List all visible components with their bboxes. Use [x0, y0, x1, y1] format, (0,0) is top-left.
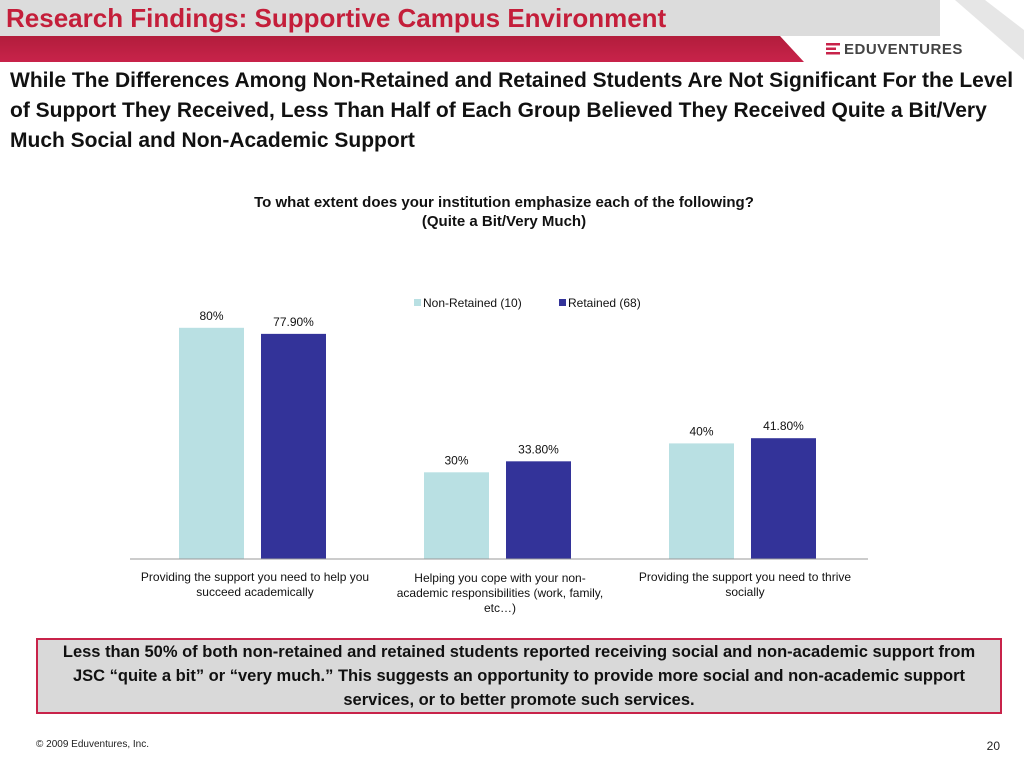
chart-question-line2: (Quite a Bit/Very Much)	[421, 213, 587, 230]
page-title: Research Findings: Supportive Campus Env…	[6, 3, 667, 33]
chart-legend: Non-Retained (10) Retained (68)	[414, 296, 641, 310]
logo-panel	[780, 36, 1024, 62]
chart-question-line1: To what extent does your institution emp…	[254, 194, 754, 211]
copyright: © 2009 Eduventures, Inc.	[36, 739, 149, 750]
category-label-non-academic: Helping you cope with your non-academic …	[396, 571, 604, 615]
legend-retained-swatch	[559, 299, 566, 306]
bar-retained-0	[261, 333, 326, 559]
title-bar: Research Findings: Supportive Campus Env…	[0, 0, 1024, 64]
data-label-retained-1: 33.80%	[518, 442, 559, 456]
bar-non-retained-0	[179, 327, 244, 559]
title-decoration	[940, 0, 1024, 60]
data-label-non-retained-0: 80%	[199, 309, 223, 323]
callout-text: Less than 50% of both non-retained and r…	[62, 643, 976, 709]
bar-retained-1	[506, 461, 571, 559]
bar-non-retained-1	[424, 472, 489, 559]
data-label-non-retained-1: 30%	[444, 453, 468, 467]
logo-mark-icon	[826, 43, 840, 55]
bar-non-retained-2	[669, 443, 734, 559]
chart-question: To what extent does your institution emp…	[230, 193, 778, 231]
category-label-academic: Providing the support you need to help y…	[140, 570, 370, 599]
title-background	[0, 0, 940, 36]
logo-text: EDUVENTURES	[844, 40, 963, 58]
eduventures-logo: EDUVENTURES	[826, 40, 963, 58]
data-label-non-retained-2: 40%	[689, 424, 713, 438]
legend-non-retained-swatch	[414, 299, 421, 306]
legend-retained-label: Retained (68)	[568, 296, 641, 310]
callout-box: Less than 50% of both non-retained and r…	[36, 638, 1002, 714]
chart-bars: 80% 77.90% 30% 33.80% 40% 41.80%	[179, 309, 816, 559]
page-number: 20	[986, 739, 1000, 753]
bar-retained-2	[751, 438, 816, 559]
slide-headline: While The Differences Among Non-Retained…	[10, 69, 1014, 152]
legend-non-retained-label: Non-Retained (10)	[423, 296, 522, 310]
data-label-retained-2: 41.80%	[763, 419, 804, 433]
category-label-social: Providing the support you need to thrive…	[638, 570, 852, 599]
data-label-retained-0: 77.90%	[273, 315, 314, 329]
